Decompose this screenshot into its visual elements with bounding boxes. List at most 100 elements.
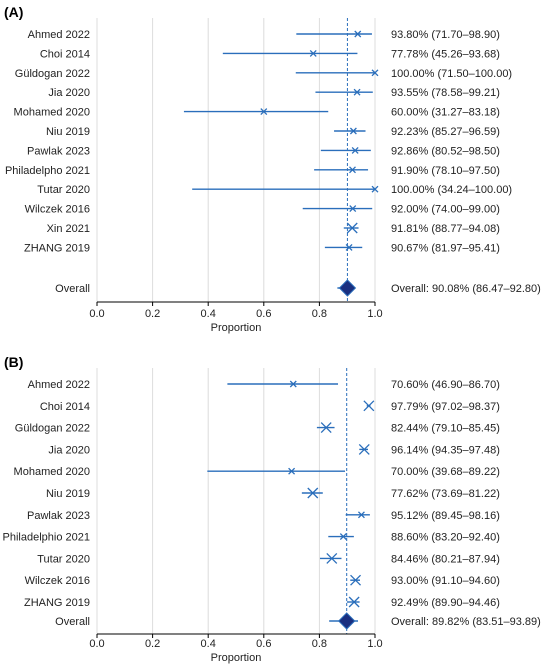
x-tick-label: 0.4 [201,308,216,320]
ci-label: 93.55% (78.58–99.21) [391,87,500,99]
marker-stroke [288,467,296,475]
study-label: Xin 2021 [47,223,90,235]
point-estimate-marker [309,49,317,57]
marker-stroke [371,185,379,193]
x-axis-title: Proportion [211,652,262,664]
point-estimate-marker [348,596,360,608]
point-estimate-marker [345,243,353,251]
x-tick-label: 0.4 [201,638,216,650]
x-tick-label: 1.0 [367,638,382,650]
study-label: Ahmed 2022 [28,379,90,391]
ci-label: 88.60% (83.20–92.40) [391,532,500,544]
study-label: Choi 2014 [40,401,90,413]
panel-label: (A) [4,4,23,20]
ci-label: 100.00% (34.24–100.00) [391,184,512,196]
point-estimate-marker [350,574,361,586]
marker-stroke [349,205,357,213]
marker-stroke [357,511,365,519]
x-tick-label: 0.8 [312,308,327,320]
forest-panel-b: (B) Ahmed 2022 70.60% (46.90–86.70) Choi 20… [3,354,541,664]
x-tick-label: 0.2 [145,638,160,650]
point-estimate-marker [346,222,358,234]
study-label: Choi 2014 [40,48,90,60]
point-estimate-marker [349,205,357,213]
marker-stroke [326,552,338,564]
panel-label: (B) [4,354,23,370]
study-label: Jia 2020 [48,87,90,99]
marker-stroke [339,533,347,541]
study-label: Güldogan 2022 [15,423,90,435]
forest-panel-a: (A) Ahmed 2022 93.80% (71.70–98.90) Choi 20… [4,4,541,334]
ci-label: 100.00% (71.50–100.00) [391,68,512,80]
point-estimate-marker [357,511,365,519]
ci-label: 82.44% (79.10–85.45) [391,423,500,435]
ci-label: 93.00% (91.10–94.60) [391,575,500,587]
point-estimate-marker [371,185,379,193]
marker-stroke [354,30,362,38]
study-label: Tutar 2020 [37,553,90,565]
marker-stroke [353,88,361,96]
point-estimate-marker [363,400,375,412]
overall-ci-label: Overall: 90.08% (86.47–92.80) [391,283,541,295]
study-label: Ahmed 2022 [28,29,90,41]
ci-label: 93.80% (71.70–98.90) [391,29,500,41]
point-estimate-marker [354,30,362,38]
study-label: Mohamed 2020 [14,466,90,478]
marker-stroke [349,127,357,135]
marker-stroke [350,574,361,586]
marker-stroke [289,380,297,388]
marker-stroke [363,400,375,412]
marker-stroke [346,222,358,234]
study-label: Niu 2019 [46,488,90,500]
marker-stroke [320,422,332,434]
marker-stroke [349,166,356,174]
x-axis-title: Proportion [211,322,262,334]
point-estimate-marker [358,443,370,455]
point-estimate-marker [349,166,356,174]
ci-label: 91.90% (78.10–97.50) [391,165,500,177]
point-estimate-marker [339,533,347,541]
marker-stroke [358,443,370,455]
study-label: Philadelphio 2021 [3,532,90,544]
study-label: Pawlak 2023 [27,510,90,522]
ci-label: 77.78% (45.26–93.68) [391,48,500,60]
point-estimate-marker [288,467,296,475]
ci-label: 60.00% (31.27–83.18) [391,107,500,119]
overall-label: Overall [55,283,90,295]
study-label: ZHANG 2019 [24,242,90,254]
x-tick-label: 1.0 [367,308,382,320]
ci-label: 92.00% (74.00–99.00) [391,204,500,216]
study-label: Jia 2020 [48,444,90,456]
point-estimate-marker [326,552,338,564]
point-estimate-marker [353,88,361,96]
point-estimate-marker [289,380,297,388]
study-label: Mohamed 2020 [14,107,90,119]
point-estimate-marker [260,108,268,116]
marker-stroke [351,146,359,154]
study-label: Güldogan 2022 [15,68,90,80]
overall-ci-label: Overall: 89.82% (83.51–93.89) [391,616,541,628]
point-estimate-marker [351,146,359,154]
study-label: Wilczek 2016 [25,204,90,216]
ci-label: 77.62% (73.69–81.22) [391,488,500,500]
ci-label: 96.14% (94.35–97.48) [391,444,500,456]
marker-stroke [309,49,317,57]
ci-label: 70.60% (46.90–86.70) [391,379,500,391]
marker-stroke [348,596,360,608]
overall-diamond [338,279,357,297]
study-label: Niu 2019 [46,126,90,138]
marker-stroke [345,243,353,251]
study-label: Tutar 2020 [37,184,90,196]
x-tick-label: 0.6 [256,308,271,320]
ci-label: 95.12% (89.45–98.16) [391,510,500,522]
marker-stroke [260,108,268,116]
overall-label: Overall [55,616,90,628]
point-estimate-marker [307,487,319,499]
x-tick-label: 0.6 [256,638,271,650]
study-label: Wilczek 2016 [25,575,90,587]
study-label: Philadelpho 2021 [5,165,90,177]
ci-label: 92.49% (89.90–94.46) [391,597,500,609]
x-tick-label: 0.2 [145,308,160,320]
x-tick-label: 0.8 [312,638,327,650]
x-tick-label: 0.0 [89,308,104,320]
